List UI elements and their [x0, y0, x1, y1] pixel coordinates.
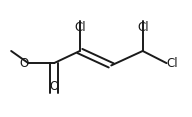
Text: Cl: Cl [137, 21, 149, 34]
Text: O: O [50, 80, 59, 93]
Text: Cl: Cl [74, 21, 86, 34]
Text: O: O [19, 57, 28, 70]
Text: Cl: Cl [166, 57, 178, 70]
